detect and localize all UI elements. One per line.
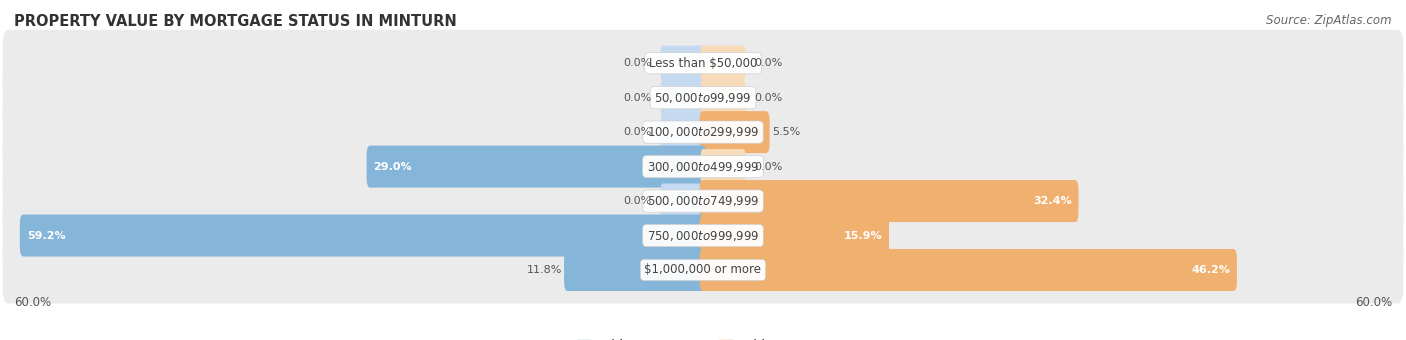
FancyBboxPatch shape: [3, 30, 1403, 97]
Text: 11.8%: 11.8%: [526, 265, 562, 275]
Text: $500,000 to $749,999: $500,000 to $749,999: [647, 194, 759, 208]
Text: 15.9%: 15.9%: [844, 231, 882, 240]
Text: 0.0%: 0.0%: [755, 58, 783, 68]
FancyBboxPatch shape: [700, 46, 745, 81]
FancyBboxPatch shape: [700, 111, 769, 153]
FancyBboxPatch shape: [661, 80, 706, 115]
Text: Less than $50,000: Less than $50,000: [648, 57, 758, 70]
Text: 60.0%: 60.0%: [14, 296, 51, 309]
Text: 46.2%: 46.2%: [1191, 265, 1230, 275]
Text: $750,000 to $999,999: $750,000 to $999,999: [647, 228, 759, 242]
Text: 60.0%: 60.0%: [1355, 296, 1392, 309]
FancyBboxPatch shape: [661, 184, 706, 219]
Legend: Without Mortgage, With Mortgage: Without Mortgage, With Mortgage: [572, 335, 834, 340]
FancyBboxPatch shape: [661, 46, 706, 81]
Text: 0.0%: 0.0%: [623, 196, 651, 206]
FancyBboxPatch shape: [700, 149, 745, 184]
FancyBboxPatch shape: [3, 99, 1403, 166]
FancyBboxPatch shape: [700, 80, 745, 115]
FancyBboxPatch shape: [3, 168, 1403, 235]
FancyBboxPatch shape: [661, 115, 706, 150]
FancyBboxPatch shape: [367, 146, 706, 188]
Text: 32.4%: 32.4%: [1033, 196, 1071, 206]
FancyBboxPatch shape: [3, 237, 1403, 303]
FancyBboxPatch shape: [3, 202, 1403, 269]
Text: 0.0%: 0.0%: [755, 93, 783, 103]
Text: 59.2%: 59.2%: [27, 231, 65, 240]
Text: $1,000,000 or more: $1,000,000 or more: [644, 264, 762, 276]
Text: 0.0%: 0.0%: [755, 162, 783, 172]
Text: 29.0%: 29.0%: [374, 162, 412, 172]
Text: $50,000 to $99,999: $50,000 to $99,999: [654, 91, 752, 105]
Text: 0.0%: 0.0%: [623, 127, 651, 137]
Text: $300,000 to $499,999: $300,000 to $499,999: [647, 159, 759, 174]
Text: PROPERTY VALUE BY MORTGAGE STATUS IN MINTURN: PROPERTY VALUE BY MORTGAGE STATUS IN MIN…: [14, 14, 457, 29]
FancyBboxPatch shape: [700, 180, 1078, 222]
Text: $100,000 to $299,999: $100,000 to $299,999: [647, 125, 759, 139]
Text: 0.0%: 0.0%: [623, 93, 651, 103]
FancyBboxPatch shape: [564, 249, 706, 291]
Text: Source: ZipAtlas.com: Source: ZipAtlas.com: [1267, 14, 1392, 27]
FancyBboxPatch shape: [3, 64, 1403, 131]
FancyBboxPatch shape: [20, 215, 706, 257]
FancyBboxPatch shape: [3, 133, 1403, 200]
Text: 5.5%: 5.5%: [772, 127, 800, 137]
Text: 0.0%: 0.0%: [623, 58, 651, 68]
FancyBboxPatch shape: [700, 215, 889, 257]
FancyBboxPatch shape: [700, 249, 1237, 291]
